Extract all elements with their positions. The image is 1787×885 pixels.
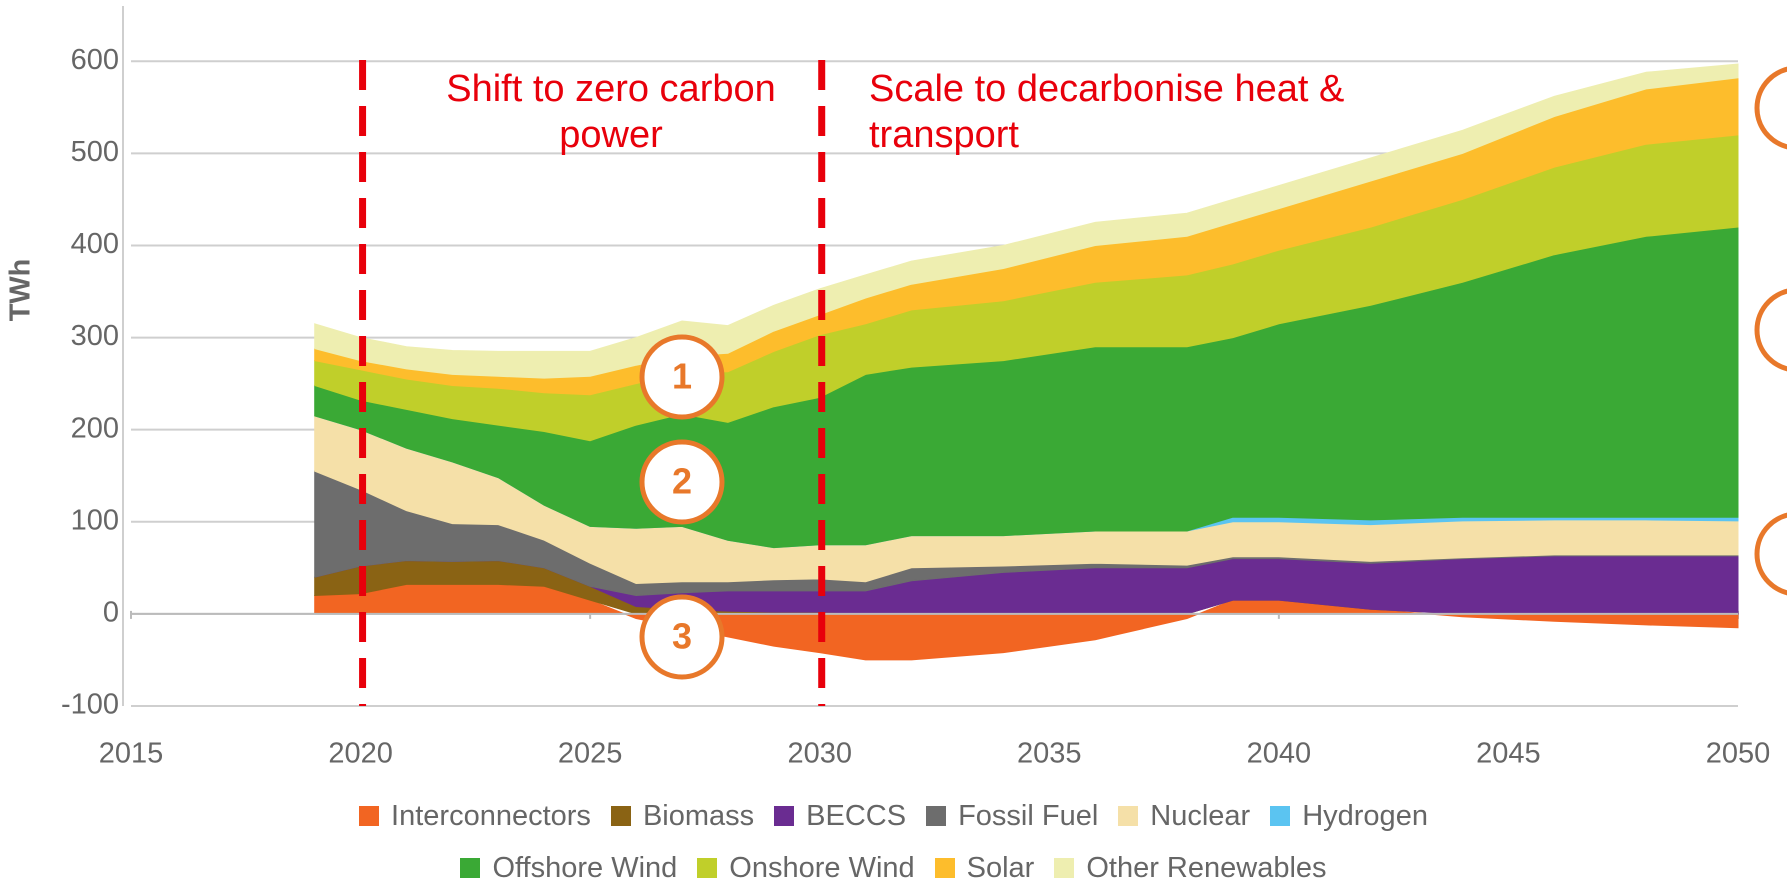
legend-label: Solar <box>966 851 1035 884</box>
legend: Interconnectors Biomass BECCS Fossil Fuel Nu… <box>0 790 1787 885</box>
marker-label: 3 <box>672 616 692 657</box>
annotation: transport <box>869 114 1019 156</box>
y-tick-label: 400 <box>71 228 119 260</box>
marker-circle <box>639 334 725 420</box>
area <box>314 63 1739 379</box>
legend-item: Fossil Fuel <box>926 800 1098 833</box>
x-tick-label: 2045 <box>1476 738 1541 770</box>
marker-circle <box>1754 512 1787 596</box>
x-tick-label: 2035 <box>1017 738 1082 770</box>
y-tick-label: 100 <box>71 504 119 536</box>
legend-row: Interconnectors Biomass BECCS Fossil Fuel Nu… <box>0 790 1787 842</box>
x-tick-label: 2020 <box>328 738 393 770</box>
annotation: Scale to decarbonise heat & <box>869 68 1344 110</box>
legend-label: Interconnectors <box>391 799 591 832</box>
legend-label: Offshore Wind <box>492 851 678 884</box>
legend-swatch <box>1118 806 1139 826</box>
x-tick-label: 2050 <box>1706 738 1771 770</box>
legend-swatch <box>697 858 718 878</box>
legend-label: Biomass <box>642 799 755 832</box>
legend-swatch <box>359 806 380 826</box>
y-tick-label: 200 <box>71 412 119 444</box>
legend-item: Hydrogen <box>1270 800 1428 833</box>
x-tick-label: 2015 <box>99 738 164 770</box>
legend-item: Offshore Wind <box>460 852 677 885</box>
marker-circle <box>1754 66 1787 150</box>
legend-swatch <box>934 858 955 878</box>
legend-swatch <box>1054 858 1075 878</box>
y-tick-label: 500 <box>71 136 119 168</box>
y-tick-label: 300 <box>71 320 119 352</box>
marker-circle <box>1754 288 1787 372</box>
marker-circle <box>639 594 725 680</box>
y-axis-label: TWh <box>5 259 37 322</box>
legend-label: Onshore Wind <box>729 851 915 884</box>
legend-item: Solar <box>934 851 1035 885</box>
legend-item: BECCS <box>774 800 906 833</box>
legend-swatch <box>460 858 481 878</box>
legend-item: Biomass <box>610 799 755 833</box>
y-tick-label: -100 <box>61 689 119 721</box>
legend-item: Interconnectors <box>359 800 591 833</box>
annotation: power <box>559 114 663 156</box>
x-tick-label: 2030 <box>787 738 852 770</box>
legend-label: Nuclear <box>1150 799 1251 832</box>
legend-row: Offshore Wind Onshore Wind Solar Other Rene… <box>0 842 1787 885</box>
legend-item: Nuclear <box>1118 800 1250 833</box>
y-tick-label: 0 <box>103 597 119 629</box>
legend-item: Onshore Wind <box>697 851 915 885</box>
legend-swatch <box>610 806 631 826</box>
legend-swatch <box>774 806 795 826</box>
y-tick-label: 600 <box>71 44 119 76</box>
marker-label: 1 <box>672 356 692 397</box>
x-tick-label: 2025 <box>558 738 623 770</box>
legend-label: Hydrogen <box>1302 799 1428 832</box>
marker-circle <box>639 439 725 525</box>
legend-swatch <box>1270 806 1291 826</box>
x-tick-label: 2040 <box>1247 738 1312 770</box>
legend-item: Other Renewables <box>1054 851 1327 885</box>
legend-label: Fossil Fuel <box>958 799 1099 832</box>
marker-label: 2 <box>672 461 692 502</box>
legend-label: BECCS <box>806 799 907 832</box>
legend-label: Other Renewables <box>1086 851 1327 884</box>
chart: TWh -100 0 100 200 300 400 500 600 2015 2020 2025 2… <box>5 6 1787 770</box>
annotation: Shift to zero carbon <box>446 68 776 110</box>
legend-swatch <box>926 806 947 826</box>
